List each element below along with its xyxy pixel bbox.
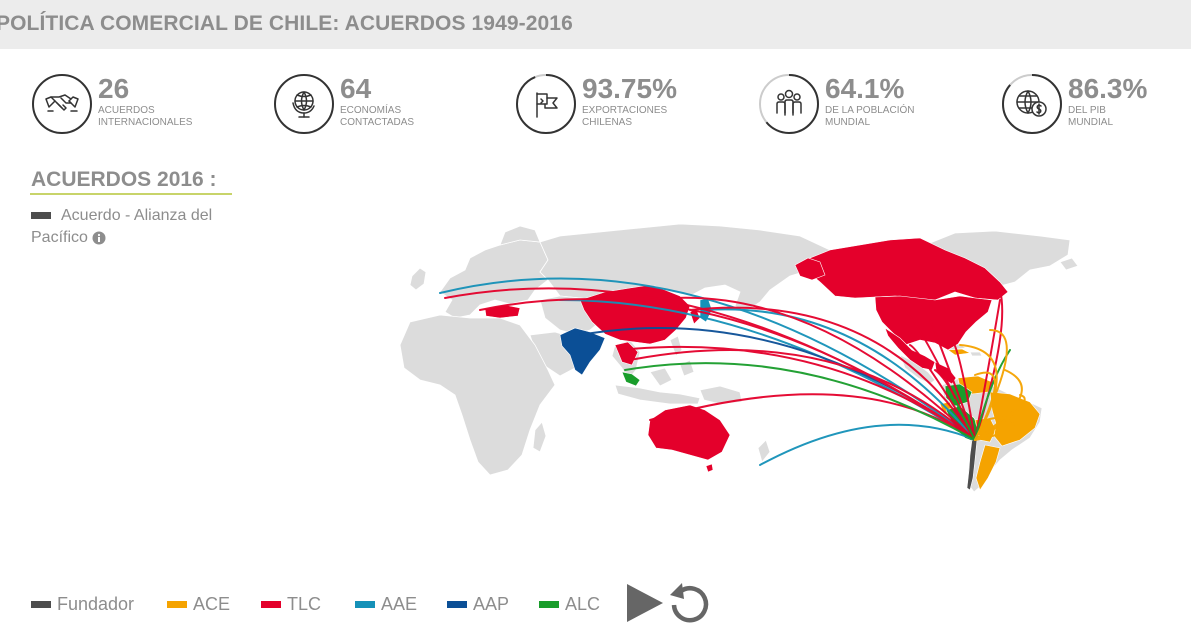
legend-item-alc: ALC (539, 590, 600, 618)
section-title: ACUERDOS 2016 : (31, 168, 217, 191)
agreement-arcs (439, 277, 1026, 466)
stat-label: ACUERDOS (98, 105, 155, 116)
stat-ring (759, 74, 819, 134)
legend-label: AAE (381, 594, 418, 614)
legend-item-fundador: Fundador (31, 590, 134, 618)
stat-value: 26 (98, 73, 130, 104)
stat-value: 64 (340, 73, 372, 104)
stat-label: DE LA POBLACIÓN (825, 105, 915, 116)
stat-value: 86.3% (1068, 73, 1148, 104)
legend-label: ALC (565, 594, 601, 614)
current-agreement-label: Acuerdo - Alianza del Pacífico (31, 207, 213, 246)
stat-label: EXPORTACIONES (582, 105, 668, 116)
stat-value: 64.1% (825, 73, 905, 104)
stat-label: MUNDIAL (1068, 117, 1114, 128)
legend-swatch (539, 600, 559, 608)
flag-icon (536, 92, 558, 118)
legend-label: Fundador (57, 594, 135, 614)
legend-item-tlc: TLC (261, 590, 321, 618)
current-agreement: Acuerdo - Alianza del Pacífico (31, 205, 231, 249)
stat-label: MUNDIAL (825, 117, 871, 128)
legend-label: ACE (193, 594, 231, 614)
play-icon (627, 584, 663, 622)
world-money-icon (1016, 90, 1047, 117)
stat-label: CHILENAS (582, 117, 633, 128)
replay-button[interactable] (667, 581, 711, 625)
handshake-icon (45, 94, 79, 112)
stat-ring (274, 74, 334, 134)
legend-swatch (31, 600, 51, 608)
founder-swatch (31, 212, 51, 220)
stat-label: DEL PIB (1068, 105, 1106, 116)
legend-swatch (447, 600, 467, 608)
page-title: POLÍTICA COMERCIAL DE CHILE: ACUERDOS 19… (0, 12, 573, 35)
legend-label: TLC (287, 594, 322, 614)
stat-label: CONTACTADAS (340, 117, 415, 128)
replay-icon (671, 586, 709, 623)
stat-label: ECONOMÍAS (340, 105, 402, 116)
stat-ring (32, 74, 92, 134)
stat-label: INTERNACIONALES (98, 117, 193, 128)
legend-swatch (261, 600, 281, 608)
play-button[interactable] (626, 583, 664, 623)
legend-swatch (355, 600, 375, 608)
stat-ring (516, 74, 576, 134)
legend-item-aap: AAP (447, 590, 509, 618)
info-icon[interactable] (92, 231, 106, 245)
stat-value: 93.75% (582, 73, 677, 104)
legend-swatch (167, 600, 187, 608)
section-underline (30, 193, 232, 195)
stat-ring (1002, 74, 1062, 134)
header-bar: POLÍTICA COMERCIAL DE CHILE: ACUERDOS 19… (0, 0, 1191, 49)
legend-label: AAP (473, 594, 510, 614)
legend-item-aae: AAE (355, 590, 417, 618)
globe-icon (292, 91, 315, 118)
people-icon (776, 89, 802, 116)
legend-item-ace: ACE (167, 590, 230, 618)
